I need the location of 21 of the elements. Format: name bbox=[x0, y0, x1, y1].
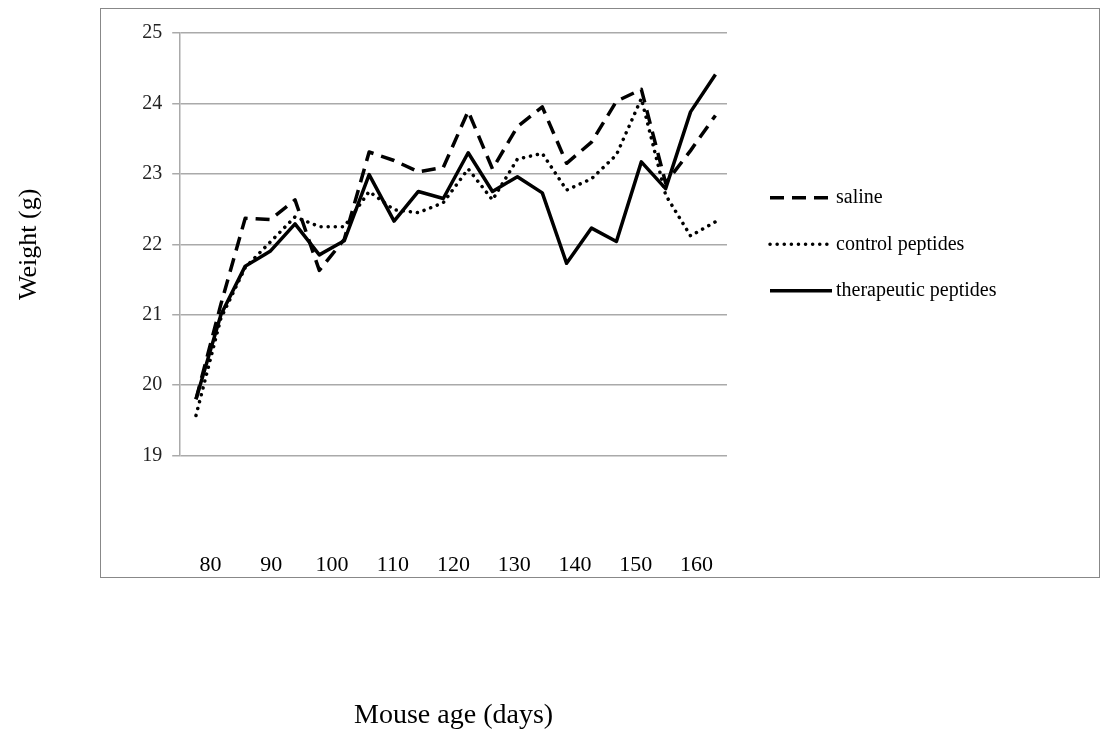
y-tick-label: 19 bbox=[142, 442, 163, 465]
y-tick-label: 23 bbox=[142, 161, 163, 184]
y-tick-label: 22 bbox=[142, 231, 163, 254]
y-tick-label: 21 bbox=[142, 301, 163, 324]
x-tick-label: 130 bbox=[497, 550, 531, 576]
legend-label: therapeutic peptides bbox=[836, 278, 997, 302]
legend-label: saline bbox=[836, 185, 883, 208]
x-tick-label: 110 bbox=[376, 550, 409, 576]
x-tick-label: 120 bbox=[437, 550, 471, 576]
x-tick-label: 150 bbox=[619, 550, 653, 576]
x-tick-label: 90 bbox=[260, 550, 283, 576]
y-tick-label: 24 bbox=[142, 90, 163, 113]
x-tick-label: 80 bbox=[199, 550, 222, 576]
y-tick-label: 25 bbox=[142, 20, 163, 43]
y-tick-label: 20 bbox=[142, 372, 163, 395]
x-axis-title: Mouse age (days) bbox=[354, 698, 554, 730]
x-tick-label: 140 bbox=[558, 550, 592, 576]
legend-label: control peptides bbox=[836, 231, 965, 255]
y-axis-title: Weight (g) bbox=[13, 188, 43, 300]
x-tick-label: 100 bbox=[315, 550, 349, 576]
x-tick-label: 160 bbox=[680, 550, 714, 576]
